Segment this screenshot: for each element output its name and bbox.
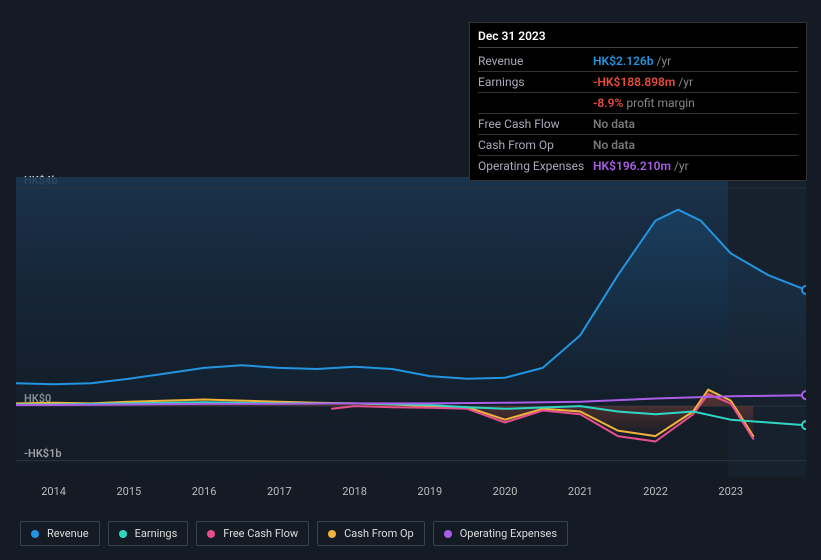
legend-item-cash_from_op[interactable]: Cash From Op: [317, 521, 425, 546]
x-tick-label: 2014: [41, 485, 66, 498]
tooltip-row: RevenueHK$2.126b/yr: [478, 51, 798, 72]
legend-swatch-icon: [444, 530, 452, 538]
tooltip-row-label: Revenue: [478, 53, 593, 69]
tooltip-row: Free Cash FlowNo data: [478, 114, 798, 135]
legend-label: Cash From Op: [344, 527, 414, 540]
chart-legend: Revenue Earnings Free Cash Flow Cash From O…: [20, 521, 568, 546]
x-axis-labels: 2014 2015 2016 2017 2018 2019 2020 2021 2022 2023: [16, 485, 806, 505]
legend-swatch-icon: [207, 530, 215, 538]
legend-item-free_cash_flow[interactable]: Free Cash Flow: [196, 521, 309, 546]
legend-swatch-icon: [119, 530, 127, 538]
tooltip-row: Earnings-HK$188.898m/yr: [478, 72, 798, 93]
x-tick-label: 2015: [116, 485, 141, 498]
tooltip-row-value: No data: [593, 116, 635, 132]
tooltip-date: Dec 31 2023: [478, 29, 798, 48]
financials-chart[interactable]: HK$4bHK$0-HK$1b 201420152016201720182019…: [0, 155, 821, 505]
x-tick-label: 2017: [267, 485, 292, 498]
x-tick-label: 2022: [643, 485, 668, 498]
legend-label: Revenue: [47, 527, 89, 540]
legend-label: Operating Expenses: [460, 527, 557, 540]
legend-item-revenue[interactable]: Revenue: [20, 521, 100, 546]
tooltip-row-value: -HK$188.898m/yr: [593, 74, 693, 90]
chart-tooltip: Dec 31 2023 RevenueHK$2.126b/yrEarnings-…: [469, 22, 807, 181]
tooltip-row: Operating ExpensesHK$196.210m/yr: [478, 156, 798, 176]
legend-label: Free Cash Flow: [223, 527, 298, 540]
tooltip-row-sub: -8.9%profit margin: [478, 93, 798, 114]
tooltip-row-label: Free Cash Flow: [478, 116, 593, 132]
x-tick-label: 2021: [568, 485, 593, 498]
tooltip-row-label: Cash From Op: [478, 137, 593, 153]
legend-label: Earnings: [135, 527, 178, 540]
tooltip-row-label: Operating Expenses: [478, 158, 593, 174]
x-tick-label: 2019: [417, 485, 442, 498]
chart-plot-area[interactable]: [16, 177, 806, 477]
tooltip-row-label: Earnings: [478, 74, 593, 90]
tooltip-row-value: No data: [593, 137, 635, 153]
tooltip-row-value: HK$2.126b/yr: [593, 53, 671, 69]
tooltip-row-value: HK$196.210m/yr: [593, 158, 689, 174]
tooltip-rows: RevenueHK$2.126b/yrEarnings-HK$188.898m/…: [478, 51, 798, 176]
x-tick-label: 2016: [192, 485, 217, 498]
legend-item-earnings[interactable]: Earnings: [108, 521, 189, 546]
legend-swatch-icon: [31, 530, 39, 538]
x-tick-label: 2018: [342, 485, 367, 498]
tooltip-row: Cash From OpNo data: [478, 135, 798, 156]
x-tick-label: 2020: [493, 485, 518, 498]
legend-swatch-icon: [328, 530, 336, 538]
x-tick-label: 2023: [718, 485, 743, 498]
legend-item-op_expenses[interactable]: Operating Expenses: [433, 521, 568, 546]
